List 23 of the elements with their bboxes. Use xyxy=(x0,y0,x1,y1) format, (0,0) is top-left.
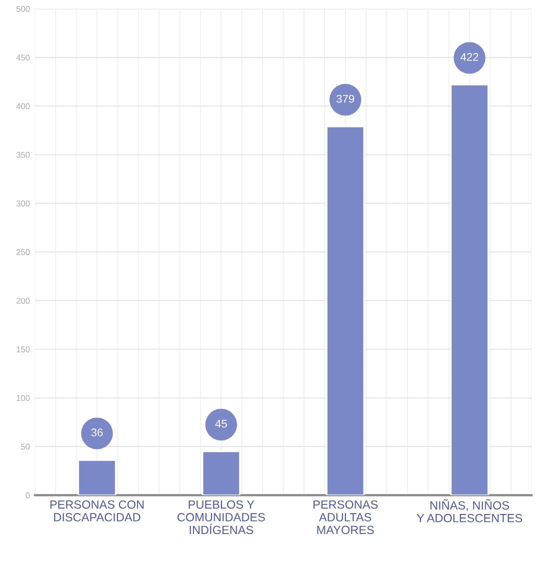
y-tick-label: 50 xyxy=(21,444,30,450)
bar xyxy=(78,459,116,496)
y-tick-label: 200 xyxy=(16,298,30,304)
x-tick-label: NIÑAS, NIÑOS Y ADOLESCENTES xyxy=(416,499,522,522)
y-tick-label: 100 xyxy=(16,395,30,401)
data-label: 422 xyxy=(460,53,478,61)
data-label: 45 xyxy=(215,420,227,428)
x-tick-label: PERSONAS ADULTAS MAYORES xyxy=(314,500,378,534)
bar xyxy=(450,84,489,496)
y-tick-label: 250 xyxy=(16,249,30,256)
bar xyxy=(326,126,365,496)
y-tick-label: 450 xyxy=(16,54,30,61)
y-tick-label: 300 xyxy=(16,200,30,206)
data-label: 379 xyxy=(336,94,354,103)
x-tick-label: PUEBLOS Y COMUNIDADES INDÍGENAS xyxy=(178,500,265,534)
x-tick-label: PERSONAS CON DISCAPACIDAD xyxy=(50,500,144,522)
y-tick-label: 0 xyxy=(26,492,30,498)
data-label: 36 xyxy=(91,428,103,436)
y-tick-label: 400 xyxy=(16,103,30,110)
y-tick-label: 150 xyxy=(16,346,30,352)
y-tick-label: 350 xyxy=(16,152,30,158)
y-tick-label: 500 xyxy=(16,6,30,12)
bar xyxy=(202,450,240,496)
